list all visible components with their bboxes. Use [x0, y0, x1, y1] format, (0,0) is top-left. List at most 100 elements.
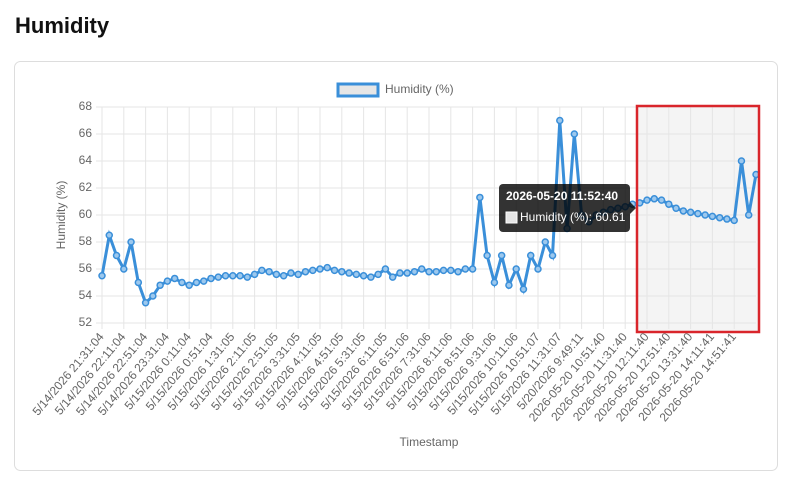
- data-point: [686, 208, 695, 217]
- y-tick-label: 62: [79, 180, 93, 194]
- y-tick-label: 68: [79, 99, 93, 113]
- data-point: [541, 238, 550, 246]
- y-axis-title: Humidity (%): [54, 181, 68, 250]
- page-heading: Humidity: [15, 13, 110, 38]
- data-point: [287, 269, 295, 277]
- data-point: [243, 273, 252, 281]
- tooltip-label: Humidity (%): 60.61: [520, 210, 626, 224]
- tooltip: 2026-05-20 11:52:40 Humidity (%): 60.61: [499, 184, 636, 232]
- tooltip-swatch: [505, 211, 518, 224]
- data-point: [345, 269, 353, 277]
- data-point: [221, 272, 230, 280]
- data-point: [396, 269, 404, 277]
- data-point: [338, 267, 346, 276]
- data-point: [301, 267, 310, 276]
- data-point: [665, 200, 673, 208]
- data-point: [112, 251, 121, 260]
- legend-label: Humidity (%): [385, 82, 454, 96]
- data-point: [127, 238, 135, 246]
- tooltip-box: [499, 184, 630, 232]
- data-point: [723, 215, 731, 223]
- data-point: [352, 270, 361, 279]
- data-point: [105, 231, 114, 239]
- data-point: [701, 211, 709, 219]
- data-point: [316, 265, 324, 273]
- data-point: [454, 267, 462, 276]
- data-point: [556, 116, 564, 125]
- data-point: [185, 281, 193, 289]
- data-point: [265, 267, 273, 276]
- data-point: [199, 277, 208, 285]
- data-point: [657, 196, 666, 204]
- y-tick-label: 60: [79, 207, 93, 221]
- data-point: [381, 265, 390, 273]
- data-point: [512, 265, 520, 273]
- data-point: [272, 270, 281, 279]
- data-point: [708, 212, 717, 221]
- data-point: [156, 281, 164, 289]
- data-point: [403, 269, 411, 277]
- highlight-fill: [637, 106, 759, 332]
- tooltip-caret: [630, 202, 636, 214]
- x-axis-title: Timestamp: [400, 435, 459, 449]
- tooltip-title: 2026-05-20 11:52:40: [506, 189, 618, 203]
- data-point: [170, 274, 179, 283]
- data-point: [730, 216, 738, 225]
- data-point: [207, 274, 215, 283]
- data-point: [149, 292, 157, 300]
- data-point: [120, 265, 128, 273]
- data-point: [410, 267, 419, 276]
- data-point: [250, 270, 259, 279]
- data-point: [323, 263, 332, 272]
- y-tick-label: 64: [79, 153, 93, 167]
- data-point: [229, 272, 237, 280]
- data-point: [490, 278, 499, 287]
- data-point: [178, 278, 186, 287]
- data-point: [570, 130, 579, 138]
- chart-card: [14, 61, 778, 471]
- data-point: [417, 265, 426, 273]
- data-point: [258, 266, 266, 275]
- data-point: [236, 272, 244, 280]
- data-point: [359, 272, 368, 280]
- data-point: [679, 207, 688, 215]
- data-point: [367, 273, 375, 281]
- data-point: [650, 195, 659, 203]
- data-point: [141, 299, 150, 307]
- data-point: [163, 277, 172, 285]
- data-point: [643, 196, 651, 204]
- data-point: [425, 267, 433, 276]
- data-point: [294, 270, 302, 279]
- data-point: [476, 193, 484, 202]
- data-point: [374, 270, 382, 279]
- data-point: [744, 211, 753, 219]
- legend-swatch: [336, 82, 380, 98]
- data-point: [694, 209, 702, 218]
- data-point: [497, 251, 506, 260]
- y-tick-label: 66: [79, 126, 93, 140]
- data-point: [439, 266, 448, 275]
- data-point: [483, 251, 491, 260]
- data-point: [534, 265, 542, 273]
- data-point: [447, 266, 455, 275]
- data-point: [548, 251, 557, 260]
- data-point: [192, 278, 201, 287]
- data-point: [214, 273, 223, 281]
- data-point: [461, 265, 470, 273]
- data-point: [308, 266, 317, 275]
- data-point: [432, 267, 441, 276]
- data-point: [526, 251, 535, 260]
- data-point: [672, 204, 680, 212]
- data-point: [134, 278, 143, 287]
- y-tick-label: 54: [79, 288, 93, 302]
- data-point: [388, 273, 397, 281]
- data-point: [279, 272, 288, 280]
- data-point: [519, 285, 528, 293]
- data-point: [468, 265, 477, 273]
- data-point: [715, 213, 724, 222]
- y-tick-label: 56: [79, 261, 93, 275]
- y-tick-label: 52: [79, 315, 93, 329]
- y-tick-label: 58: [79, 234, 93, 248]
